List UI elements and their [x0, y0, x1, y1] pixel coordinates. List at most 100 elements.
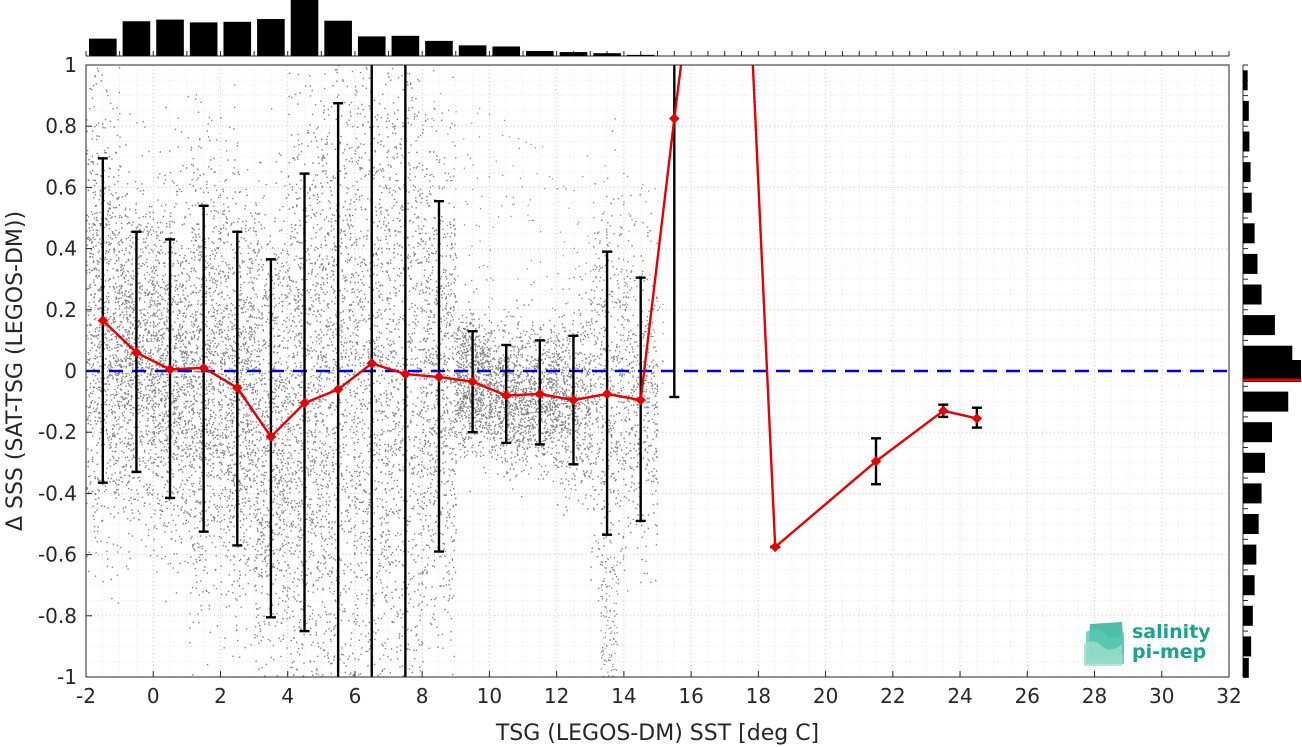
y-tick-label: -0.6: [38, 543, 77, 567]
top-histogram-bar: [290, 0, 319, 56]
top-histogram-bar: [425, 40, 453, 56]
top-histogram-bar: [626, 54, 655, 56]
x-tick-label: 16: [678, 684, 703, 708]
mean-point: [299, 397, 310, 409]
x-tick-label: 12: [544, 684, 569, 708]
top-histogram-bar: [89, 38, 117, 56]
right-histogram-bar: [1243, 223, 1255, 244]
mean-point: [232, 382, 243, 394]
right-histogram-bar: [1243, 575, 1255, 596]
mean-point: [400, 368, 411, 380]
right-histogram-bar: [1243, 514, 1259, 534]
y-tick-label: -1: [57, 665, 77, 689]
right-histogram-bar: [1243, 360, 1301, 382]
right-histogram-bar: [1243, 544, 1257, 565]
top-histogram-bar: [156, 19, 184, 57]
x-tick-label: 26: [1015, 684, 1040, 708]
top-histogram-bar: [559, 52, 588, 56]
salinity-pi-mep-logo: salinity pi-mep: [1084, 621, 1211, 666]
logo-text-line1: salinity: [1132, 621, 1211, 643]
right-histogram-bar: [1243, 422, 1272, 443]
x-tick-label: 14: [611, 684, 636, 708]
x-tick-label: 10: [477, 684, 502, 708]
x-tick-label: 18: [746, 684, 771, 708]
y-tick-label: 0.6: [45, 175, 77, 199]
mean-point: [971, 413, 983, 424]
mean-point: [467, 376, 478, 387]
right-histogram-bar: [1243, 315, 1275, 336]
mean-point: [635, 394, 646, 406]
x-tick-label: -2: [76, 684, 96, 708]
y-tick-label: -0.8: [38, 604, 77, 628]
x-tick-label: 32: [1216, 684, 1241, 708]
x-tick-label: 20: [813, 684, 838, 708]
mean-point: [332, 384, 344, 395]
top-histogram-bar: [593, 53, 621, 56]
y-tick-label: -0.4: [38, 481, 77, 505]
y-axis: -1 -0.8 -0.6 -0.4 -0.2 0 0.2 0.4 0.6 0.8 1: [38, 53, 92, 689]
top-histogram-bar: [357, 36, 386, 56]
right-histogram-bar: [1243, 391, 1289, 412]
mean-point: [669, 113, 680, 124]
top-histogram-bar: [492, 46, 521, 56]
mean-point: [97, 315, 109, 326]
right-histogram-bar: [1243, 284, 1262, 305]
x-tick-label: 0: [147, 684, 160, 708]
mean-point: [366, 358, 377, 369]
mean-line: [97, 65, 983, 553]
right-histogram-bar: [1243, 100, 1249, 121]
y-tick-label: 0.2: [45, 298, 77, 322]
mean-point: [534, 388, 546, 400]
right-histogram-bar: [1243, 70, 1248, 91]
x-tick-label: 6: [349, 684, 362, 708]
mean-point: [870, 456, 882, 467]
mean-point: [198, 362, 209, 374]
top-histogram-bar: [122, 21, 151, 57]
mean-point: [568, 394, 579, 406]
mean-point: [164, 364, 176, 375]
logo-text-line2: pi-mep: [1132, 641, 1206, 663]
mean-point: [131, 347, 142, 358]
y-axis-label: Δ SSS (SAT-TSG (LEGOS-DM)): [3, 211, 28, 531]
top-histogram: [85, 0, 1230, 57]
y-tick-label: 0.8: [45, 114, 77, 138]
mean-point: [938, 405, 949, 416]
mean-point: [265, 431, 277, 442]
right-histogram-bar: [1243, 162, 1251, 183]
y-tick-label: -0.2: [38, 420, 77, 444]
x-axis: -2 0 2 4 6 8 10 12 14 16 18 20 22 24 26 28 30 32: [76, 671, 1242, 708]
x-tick-label: 28: [1082, 684, 1107, 708]
top-histogram-bar: [458, 45, 487, 56]
mean-point: [769, 541, 781, 553]
right-histogram: [1242, 64, 1301, 678]
top-histogram-bar: [526, 50, 554, 56]
right-histogram-bar: [1243, 657, 1249, 678]
x-tick-label: 24: [947, 684, 972, 708]
top-histogram-bar: [189, 22, 218, 56]
x-tick-label: 2: [214, 684, 227, 708]
right-histogram-bar: [1243, 253, 1258, 274]
right-histogram-bar: [1243, 605, 1253, 626]
mean-point: [501, 390, 512, 401]
mean-point: [433, 371, 445, 383]
mean-series-line: [101, 65, 978, 550]
top-histogram-bar: [324, 20, 352, 56]
x-axis-label: TSG (LEGOS-DM) SST [deg C]: [495, 721, 819, 746]
x-tick-label: 4: [281, 684, 294, 708]
y-tick-label: 0: [64, 359, 77, 383]
right-histogram-bar: [1243, 483, 1262, 504]
right-histogram-bar: [1243, 636, 1252, 657]
top-histogram-bar: [391, 35, 420, 56]
x-tick-label: 8: [416, 684, 429, 708]
x-tick-label: 30: [1149, 684, 1174, 708]
y-tick-label: 0.4: [45, 237, 77, 261]
right-histogram-bar: [1243, 192, 1252, 213]
top-histogram-bar: [257, 19, 285, 56]
mean-point: [601, 388, 613, 400]
top-histogram-bar: [223, 21, 252, 56]
right-histogram-bar: [1243, 452, 1266, 473]
y-tick-label: 1: [64, 53, 77, 77]
right-histogram-bar: [1243, 131, 1250, 152]
x-tick-label: 22: [880, 684, 905, 708]
